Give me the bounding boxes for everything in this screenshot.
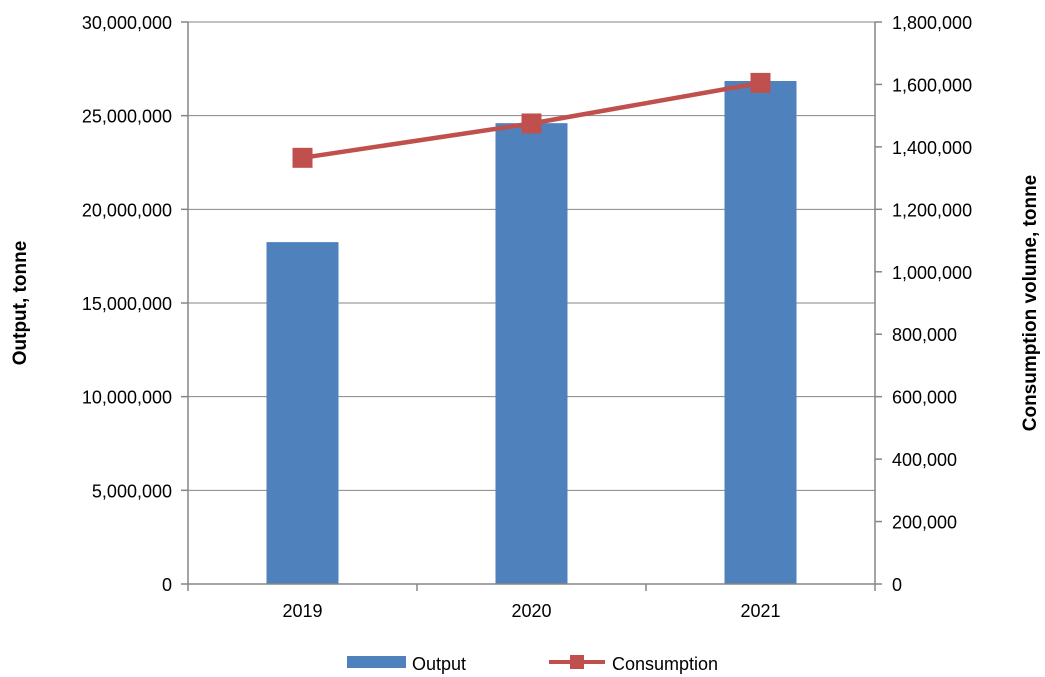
point-consumption-2020 [521,113,542,134]
point-consumption-2021 [750,72,771,93]
right-tick-label: 1,600,000 [892,75,972,95]
left-tick-label: 30,000,000 [82,13,172,33]
right-tick-label: 0 [892,575,902,595]
right-tick-label: 600,000 [892,388,957,408]
y-axis-title: Output, tonne [10,241,31,366]
bar-output-2020 [495,123,568,584]
x-tick-label: 2020 [511,601,551,621]
output-bars [266,81,797,584]
right-axis-ticks: 0 200,000 400,000 600,000 800,000 1,000,000 1,… [875,13,972,595]
legend-output-swatch [347,656,406,668]
x-tick-label: 2021 [740,601,780,621]
left-tick-label: 20,000,000 [82,200,172,220]
legend-consumption-marker [570,655,584,669]
right-tick-label: 400,000 [892,450,957,470]
right-tick-label: 1,800,000 [892,13,972,33]
legend-consumption-label: Consumption [612,654,718,674]
x-axis-ticks: 2019 2020 2021 [187,584,876,621]
point-consumption-2019 [292,147,313,168]
y2-axis-title: Consumption volume, tonne [1020,175,1041,432]
right-tick-label: 200,000 [892,513,957,533]
legend-output-label: Output [412,654,466,674]
left-tick-label: 10,000,000 [82,388,172,408]
right-tick-label: 1,200,000 [892,200,972,220]
left-tick-label: 25,000,000 [82,107,172,127]
left-tick-label: 0 [162,575,172,595]
bar-output-2019 [266,242,339,584]
bar-output-2021 [724,81,797,584]
left-tick-label: 5,000,000 [92,481,172,501]
legend: Output Consumption [347,654,718,674]
right-tick-label: 800,000 [892,325,957,345]
consumption-series [292,72,771,168]
right-tick-label: 1,400,000 [892,138,972,158]
left-axis-ticks: 0 5,000,000 10,000,000 15,000,000 20,000,000… [82,13,188,595]
left-tick-label: 15,000,000 [82,294,172,314]
x-tick-label: 2019 [282,601,322,621]
right-tick-label: 1,000,000 [892,263,972,283]
